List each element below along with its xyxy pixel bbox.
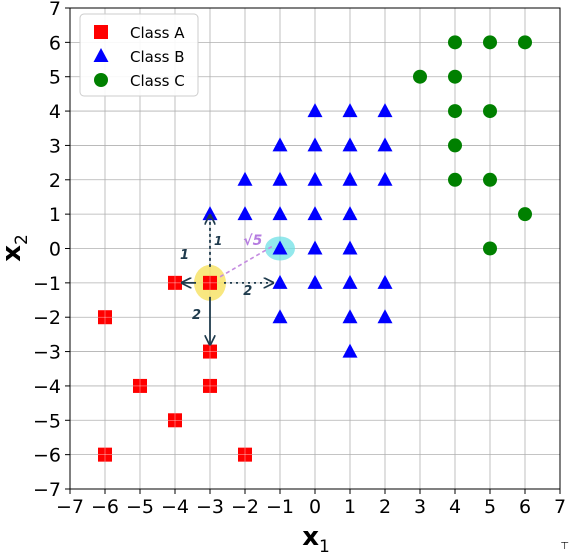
x-tick-label: 5: [484, 496, 496, 518]
x-tick-label: −4: [161, 496, 189, 518]
point-class-b: [307, 137, 323, 152]
y-tick-label: 7: [49, 0, 61, 20]
x-tick-label: 4: [449, 496, 461, 518]
x-tick-label: 6: [519, 496, 531, 518]
point-class-c: [483, 104, 497, 119]
data-points: [98, 35, 532, 462]
point-class-c: [483, 241, 497, 256]
x-tick-label: −1: [266, 496, 294, 518]
y-tick-label: 6: [49, 32, 61, 54]
point-class-c: [483, 172, 497, 187]
legend-label-class-c: Class C: [130, 72, 185, 90]
y-tick-label: 4: [49, 101, 61, 123]
annotation-layer: 1 1 2 2 √5: [180, 216, 272, 343]
cursor-glyph: ⊤: [560, 541, 569, 552]
x-tick-label: −6: [91, 496, 119, 518]
x-tick-label: 1: [344, 496, 356, 518]
point-class-b: [307, 240, 323, 255]
x-tick-label: 0: [309, 496, 321, 518]
y-tick-label: −1: [33, 273, 61, 295]
y-tick-label: 3: [49, 135, 61, 157]
point-class-b: [307, 274, 323, 289]
point-class-b: [307, 103, 323, 118]
x-tick-label: −7: [56, 496, 84, 518]
y-tick-label: 1: [49, 204, 61, 226]
y-tick-label: −5: [33, 410, 61, 432]
label-diagonal-distance: √5: [243, 233, 262, 249]
diagonal-line: [219, 245, 273, 278]
point-class-b: [342, 309, 358, 324]
point-class-b: [342, 240, 358, 255]
point-class-c: [448, 69, 462, 84]
x-tick-label: 2: [379, 496, 391, 518]
y-tick-label: −6: [33, 445, 61, 467]
point-class-c: [518, 207, 532, 222]
point-class-b: [342, 103, 358, 118]
point-class-b: [377, 274, 393, 289]
x-tick-label: −5: [126, 496, 154, 518]
point-class-b: [377, 309, 393, 324]
legend-label-class-a: Class A: [130, 24, 185, 42]
point-class-c: [448, 35, 462, 50]
legend-label-class-b: Class B: [130, 48, 185, 66]
y-tick-label: −2: [33, 307, 61, 329]
point-class-c: [518, 35, 532, 50]
point-class-c: [448, 104, 462, 119]
point-class-b: [377, 171, 393, 186]
point-class-b: [342, 206, 358, 221]
label-up-distance: 1: [214, 234, 222, 248]
label-right-distance: 2: [243, 284, 252, 299]
point-class-b: [237, 171, 253, 186]
point-class-b: [342, 137, 358, 152]
point-class-b: [307, 206, 323, 221]
x-tick-label: −3: [196, 496, 224, 518]
point-class-b: [307, 171, 323, 186]
y-tick-label: −7: [33, 479, 61, 501]
y-axis-label: x2: [0, 234, 32, 262]
y-tick-label: −4: [33, 376, 61, 398]
point-class-b: [342, 274, 358, 289]
y-tick-label: −3: [33, 342, 61, 364]
label-down-distance: 2: [192, 308, 201, 323]
y-tick-label: 0: [49, 239, 61, 261]
point-class-b: [342, 171, 358, 186]
legend-marker-class-a: [94, 25, 108, 39]
point-class-b: [272, 206, 288, 221]
legend-marker-class-c: [94, 73, 108, 87]
point-class-b: [237, 206, 253, 221]
point-class-b: [377, 103, 393, 118]
x-tick-label: −2: [231, 496, 259, 518]
point-class-b: [272, 137, 288, 152]
point-class-b: [377, 137, 393, 152]
point-class-c: [483, 35, 497, 50]
point-class-b: [272, 240, 288, 255]
point-class-c: [448, 172, 462, 187]
x-tick-label: 7: [554, 496, 566, 518]
point-class-b: [272, 171, 288, 186]
x-tick-label: 3: [414, 496, 426, 518]
point-class-c: [413, 69, 427, 84]
y-tick-label: 2: [49, 170, 61, 192]
point-class-b: [272, 309, 288, 324]
y-tick-label: 5: [49, 67, 61, 89]
x-axis-label: x1: [302, 522, 330, 554]
legend-box: [79, 13, 199, 97]
legend: Class A Class B Class C: [79, 13, 199, 97]
point-class-b: [342, 343, 358, 358]
point-class-c: [448, 138, 462, 153]
point-class-b: [272, 274, 288, 289]
legend-marker-class-b: [93, 48, 109, 62]
tick-labels: −7 −6 −5 −4 −3 −2 −1 0 1 2 3 4 5 6 7 −7 −6 −5 −4 −3 −2 −1 0 1 2 3…: [33, 0, 566, 518]
label-left-distance: 1: [180, 248, 189, 263]
